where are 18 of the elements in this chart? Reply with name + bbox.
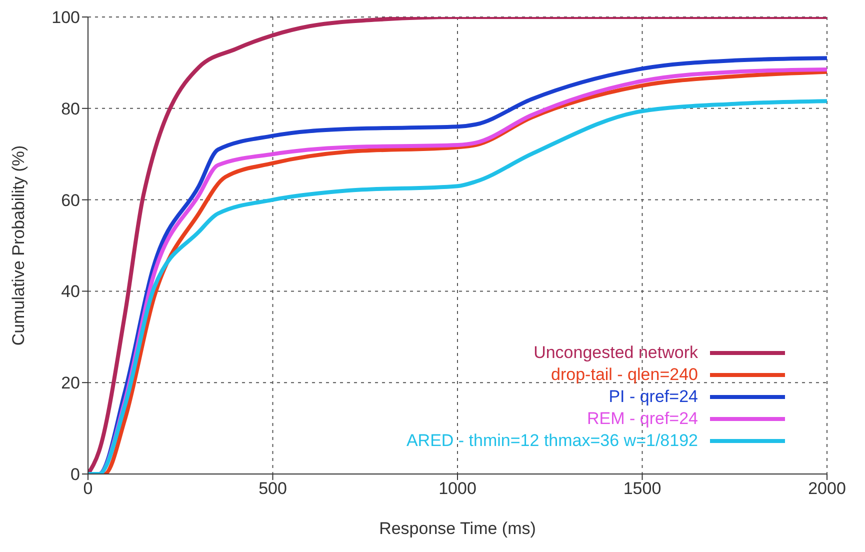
legend-label: ARED - thmin=12 thmax=36 w=1/8192 — [406, 431, 698, 451]
x-tick-label: 1000 — [438, 479, 476, 498]
legend-label: drop-tail - qlen=240 — [551, 365, 698, 385]
legend-label: Uncongested network — [534, 343, 698, 363]
y-tick-label: 40 — [61, 282, 80, 302]
y-tick-label: 0 — [70, 465, 80, 484]
x-tick-label: 0 — [83, 479, 93, 498]
y-tick-label: 20 — [61, 374, 80, 393]
y-tick-label: 80 — [61, 99, 80, 118]
x-axis-title: Response Time (ms) — [379, 519, 536, 538]
legend-label: PI - qref=24 — [608, 387, 698, 407]
y-axis-title: Cumulative Probability (%) — [9, 145, 28, 346]
y-tick-label: 60 — [61, 190, 80, 210]
x-tick-label: 1500 — [623, 479, 662, 498]
y-tick-label: 100 — [52, 8, 80, 28]
x-tick-label: 500 — [258, 479, 287, 498]
x-tick-label: 2000 — [808, 479, 846, 498]
legend-label: REM - qref=24 — [586, 409, 698, 429]
